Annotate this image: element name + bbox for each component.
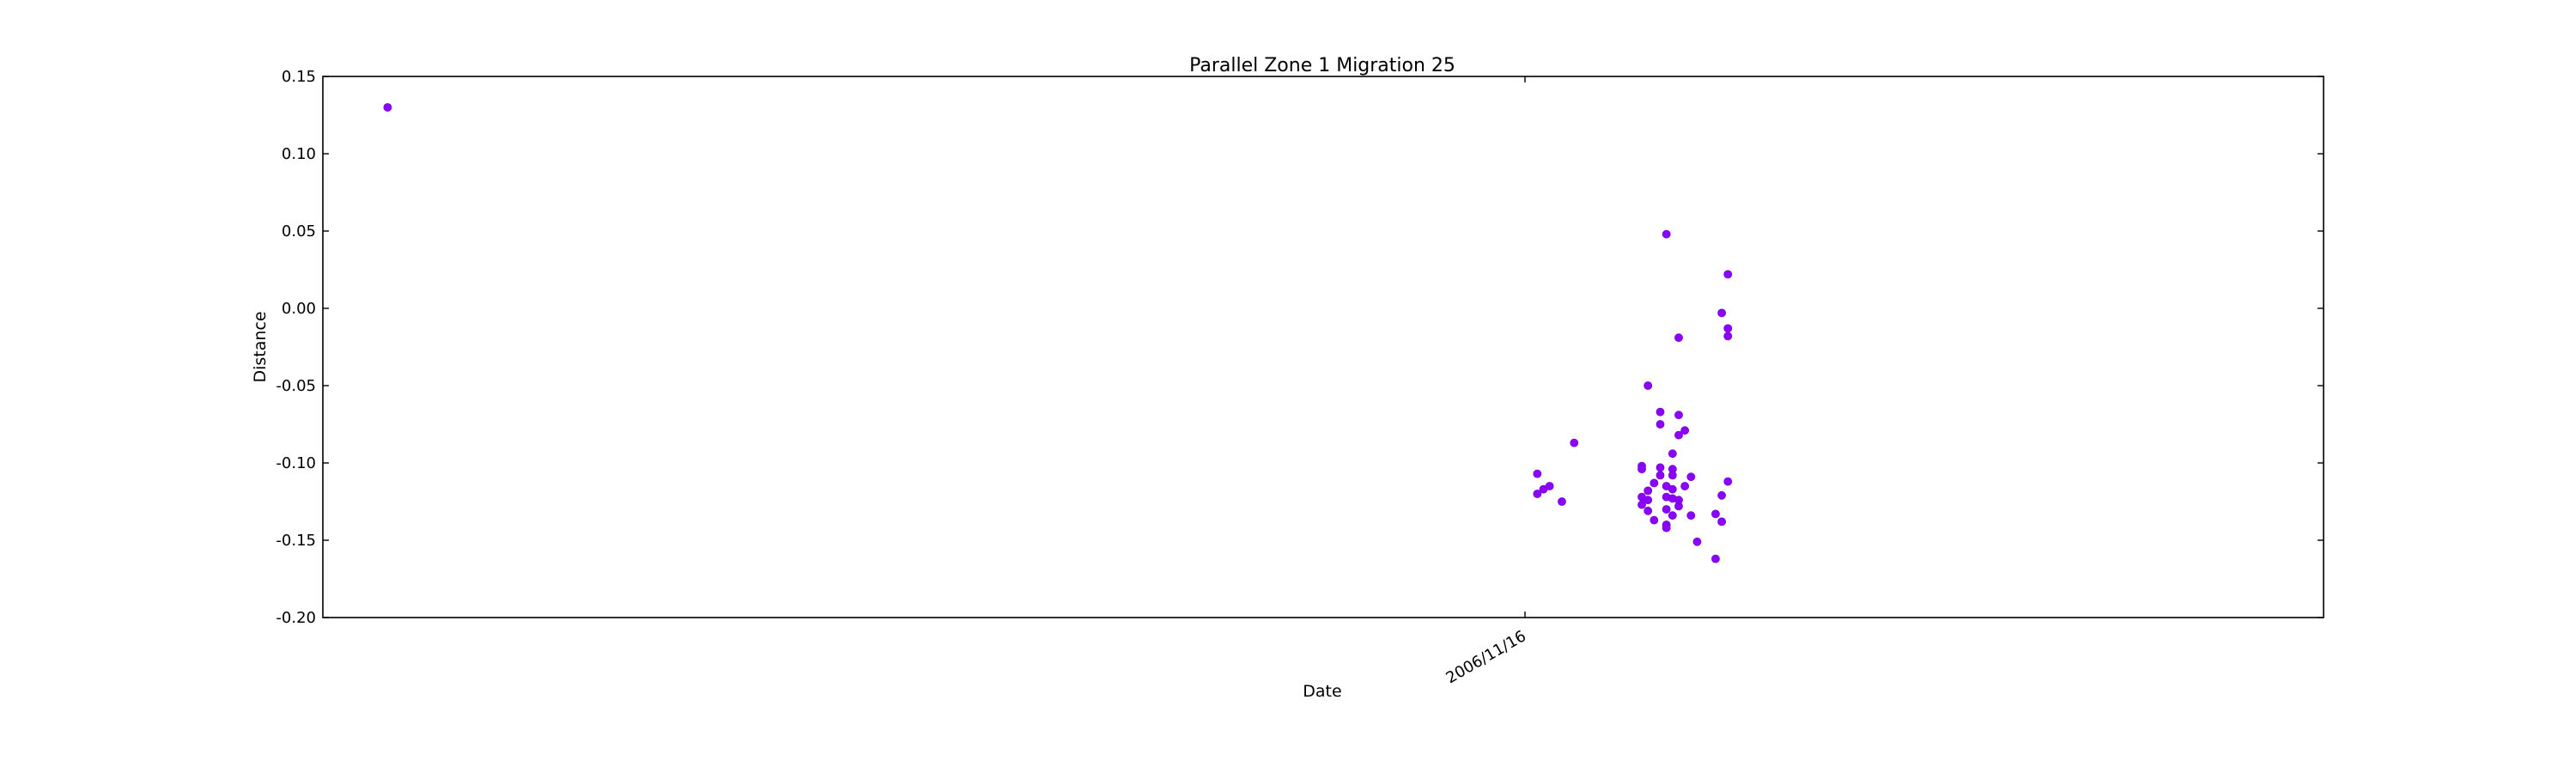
y-tick-label: -0.10 [276,454,316,472]
data-point [1723,270,1733,279]
data-point [1723,477,1733,486]
y-tick-label: -0.20 [276,609,316,627]
y-tick-label: 0.00 [282,300,316,318]
data-point [1668,511,1677,520]
data-point [1674,502,1683,511]
data-point [1637,465,1646,474]
data-point [1558,497,1566,506]
data-point [1656,471,1665,480]
data-point [1649,478,1659,488]
data-point [1656,463,1665,472]
y-tick-label: 0.15 [282,68,316,86]
data-point [1692,537,1702,546]
data-point [1570,438,1579,447]
data-point [1662,523,1671,533]
data-point [1662,229,1671,239]
data-point [1711,509,1720,519]
data-point [1545,482,1554,490]
data-point [1656,407,1665,417]
data-point [1723,324,1733,333]
data-point [1717,308,1727,318]
data-point [1686,511,1696,520]
data-point [1643,486,1653,496]
data-points [383,103,1733,563]
x-tick-label: 2006/11/16 [1443,627,1529,687]
data-point [1656,420,1665,429]
data-point [1711,554,1720,563]
y-axis-label: Distance [251,311,270,382]
data-point [1680,482,1690,490]
data-point [1643,506,1653,515]
data-point [383,103,392,112]
data-point [1674,333,1683,343]
data-point [1533,490,1542,498]
data-point [1668,449,1677,459]
y-tick-label: 0.10 [282,145,316,163]
data-point [1533,469,1542,478]
y-tick-label: -0.05 [276,377,316,395]
data-point [1717,490,1727,500]
data-point [1674,411,1683,420]
data-point [1643,496,1653,505]
data-point [1674,430,1683,440]
y-tick-label: 0.05 [282,222,316,240]
x-axis-label: Date [1303,682,1341,701]
data-point [1662,505,1671,514]
data-point [1717,517,1727,526]
plot-area [322,76,2324,618]
data-point [1680,426,1690,435]
data-point [1668,484,1677,494]
data-point [1643,381,1653,390]
data-point [1637,500,1646,509]
data-point [1686,472,1696,482]
data-point [1649,515,1659,525]
chart-title: Parallel Zone 1 Migration 25 [1189,55,1455,76]
y-tick-label: -0.15 [276,532,316,550]
data-point [1668,471,1677,480]
data-point [1723,332,1733,341]
y-axis: 0.15 0.10 0.05 0.00 -0.05 -0.10 -0.15 -0.20 [276,68,2324,627]
